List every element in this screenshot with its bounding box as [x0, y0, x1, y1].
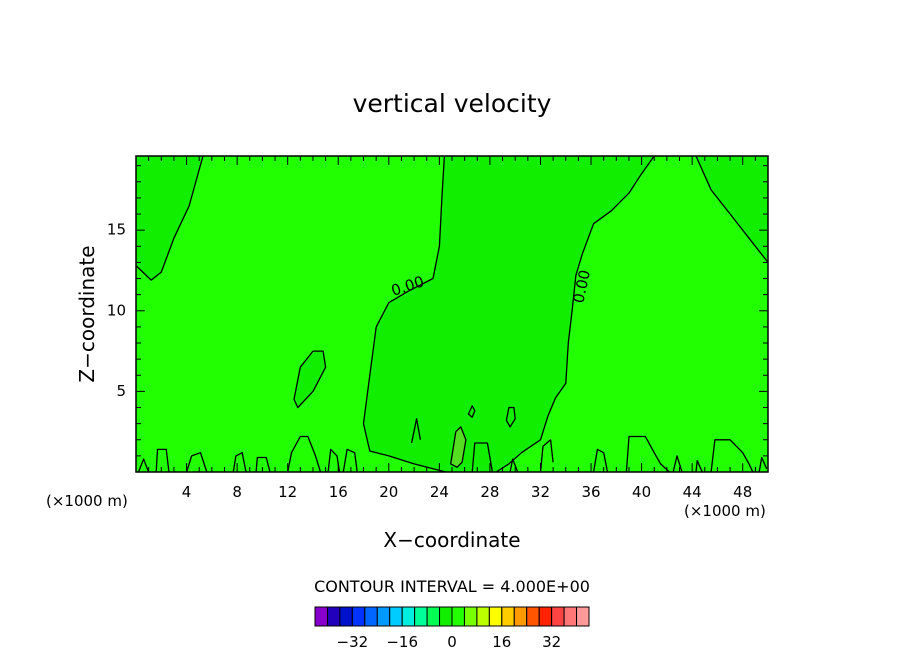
contour-line-9 [592, 448, 609, 473]
contour-line-4 [293, 350, 327, 409]
contour-line-0 [362, 155, 446, 473]
x-axis: 4 8 12 16 20 24 28 32 36 40 44 48 [135, 156, 769, 501]
x-tick-label: 44 [683, 483, 702, 501]
colorbar-swatch [563, 606, 578, 627]
colorbar-tick-label: 0 [447, 633, 457, 651]
x-tick-label: 16 [329, 483, 348, 501]
x-tick-label: 40 [632, 483, 651, 501]
field-right-positive-region [696, 156, 768, 263]
x-tick-label: 12 [278, 483, 297, 501]
colorbar-tick-label: −32 [337, 633, 369, 651]
x-tick-label: 8 [232, 483, 242, 501]
colorbar-swatch [376, 606, 391, 627]
colorbar-swatch [526, 606, 540, 627]
contour-fill-layer [136, 156, 768, 472]
colorbar-swatch [451, 606, 465, 627]
y-tick-label: 10 [107, 301, 126, 319]
y-tick-label: 15 [107, 221, 126, 239]
colorbar-swatch [501, 606, 515, 627]
contour-line-2 [135, 155, 204, 281]
chart-title: vertical velocity [353, 89, 552, 118]
contour-line-13 [137, 458, 150, 473]
contour-line-15 [185, 452, 208, 473]
colorbar-swatch [463, 606, 478, 627]
field-left-positive-region [136, 156, 203, 281]
colorbar-swatch [401, 606, 416, 627]
colorbar-swatch [314, 606, 328, 627]
x-tick-label: 28 [480, 483, 499, 501]
colorbar-tick-labels: −32 −16 0 16 32 [337, 633, 562, 651]
contour-line-7 [467, 405, 476, 418]
contour-line-21 [471, 442, 494, 473]
colorbar-tick-label: −16 [386, 633, 418, 651]
contour-line-22 [509, 458, 519, 473]
contour-line-layer [135, 155, 769, 473]
x-tick-label: 48 [733, 483, 752, 501]
colorbar-swatch [339, 606, 353, 627]
contour-line-19 [342, 448, 358, 473]
colorbar-swatch [488, 606, 503, 627]
contour-line-5 [505, 406, 516, 428]
contour-line-6 [450, 426, 467, 468]
field-small-updraft-region [450, 426, 466, 468]
colorbar-swatch [538, 606, 553, 627]
contour-line-8 [287, 435, 322, 473]
colorbar-swatch [326, 606, 341, 627]
field-central-positive-region [363, 156, 655, 472]
contour-line-24 [695, 460, 703, 473]
colorbar-swatch [439, 606, 453, 627]
colorbar-swatch [426, 606, 441, 627]
colorbar-swatch [551, 606, 565, 627]
colorbar-swatch [389, 606, 403, 627]
contour-line-25 [758, 456, 768, 473]
contour-line-17 [255, 456, 271, 473]
x-tick-label: 20 [379, 483, 398, 501]
colorbar-swatch [576, 606, 590, 627]
contour-line-14 [155, 448, 170, 473]
contour-line-23 [672, 455, 683, 473]
colorbar-tick-label: 32 [542, 633, 561, 651]
contour-line-10 [625, 435, 670, 473]
contour-line-3 [695, 155, 769, 263]
colorbar [314, 606, 590, 627]
colorbar-swatch [476, 606, 490, 627]
x-tick-label: 24 [430, 483, 449, 501]
y-axis: 5 10 15 [107, 165, 768, 457]
contour-line-20 [410, 418, 422, 444]
colorbar-swatch [513, 606, 528, 627]
contour-line-11 [710, 439, 754, 473]
x-axis-title: X−coordinate [383, 528, 520, 552]
colorbar-swatch [364, 606, 378, 627]
contour-line-16 [232, 452, 247, 473]
colorbar-tick-label: 16 [492, 633, 511, 651]
x-tick-label: 4 [182, 483, 192, 501]
x-axis-unit-right: (×1000 m) [684, 502, 766, 520]
x-axis-unit-left: (×1000 m) [46, 492, 128, 510]
x-tick-label: 32 [531, 483, 550, 501]
colorbar-swatch [351, 606, 366, 627]
contour-line-1 [495, 155, 655, 473]
contour-line-12 [539, 439, 554, 473]
x-tick-label: 36 [581, 483, 600, 501]
contour-interval-label: CONTOUR INTERVAL = 4.000E+00 [314, 577, 590, 596]
colorbar-swatch [414, 606, 428, 627]
y-axis-title: Z−coordinate [75, 245, 99, 382]
y-tick-label: 5 [116, 382, 126, 400]
